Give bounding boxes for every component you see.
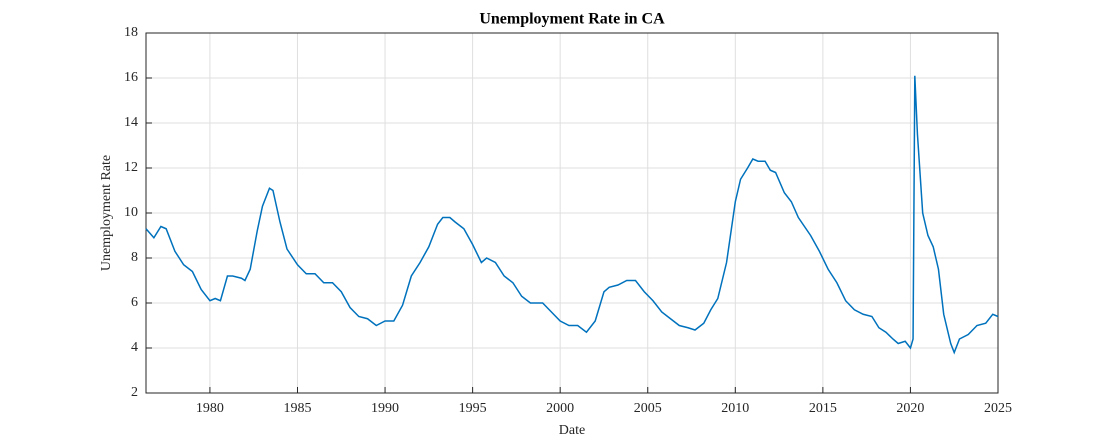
x-tick-label: 2000 xyxy=(546,401,574,416)
y-tick-label: 10 xyxy=(124,205,138,220)
x-tick-label: 1980 xyxy=(196,401,224,416)
x-tick-label: 1990 xyxy=(371,401,399,416)
x-tick-label: 2005 xyxy=(634,401,662,416)
x-tick-label: 2025 xyxy=(984,401,1012,416)
y-tick-label: 18 xyxy=(124,25,138,40)
x-tick-label: 1995 xyxy=(459,401,487,416)
x-tick-label: 2010 xyxy=(721,401,749,416)
y-tick-label: 8 xyxy=(131,250,138,265)
y-tick-label: 16 xyxy=(124,70,138,85)
y-tick-label: 6 xyxy=(131,295,138,310)
plot-frame xyxy=(145,32,999,394)
x-tick-label: 2015 xyxy=(809,401,837,416)
y-tick-label: 4 xyxy=(131,340,138,355)
x-tick-label: 2020 xyxy=(896,401,924,416)
data-line xyxy=(145,75,999,355)
y-tick-label: 12 xyxy=(124,160,138,175)
chart-title: Unemployment Rate in CA xyxy=(479,11,665,28)
x-axis-label: Date xyxy=(559,423,585,438)
y-tick-label: 14 xyxy=(124,115,138,130)
y-axis-label: Unemployment Rate xyxy=(99,155,114,271)
y-tick-label: 2 xyxy=(131,385,138,400)
x-tick-label: 1985 xyxy=(283,401,311,416)
